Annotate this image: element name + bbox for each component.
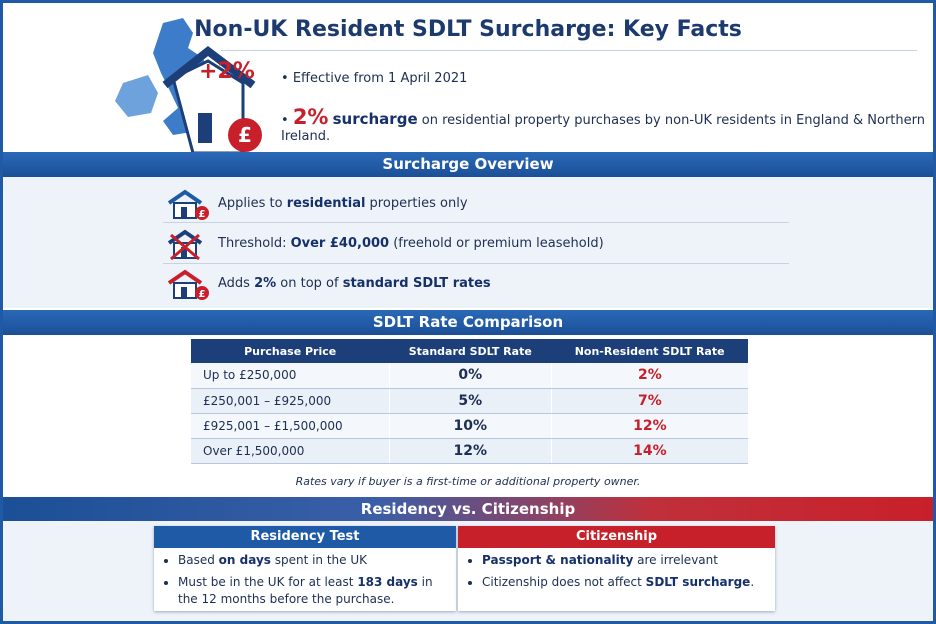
surcharge-bullet: • 2% surcharge on residential property p… (281, 105, 925, 144)
header-row: Purchase Price Standard SDLT Rate Non-Resi… (191, 339, 748, 363)
divider (163, 222, 789, 223)
note: Rates vary if buyer is a first-time or a… (295, 475, 641, 488)
table-row: Over £1,500,000 12% 14% (191, 438, 748, 464)
table-row: Up to £250,000 0% 2% (191, 363, 748, 389)
divider (221, 50, 917, 51)
bullet: Passport & nationality are irrelevant (482, 552, 767, 569)
text: spent in the UK (270, 553, 368, 567)
text: (freehold or premium leasehold) (389, 236, 604, 251)
table-cell: 2% (551, 363, 748, 389)
divider (163, 263, 789, 264)
bullet: Based on days spent in the UK (178, 552, 448, 569)
text: on top of (276, 276, 343, 291)
text: Based (178, 553, 219, 567)
text: Effective from 1 April 2021 (292, 71, 468, 86)
table-cell: Over £1,500,000 (191, 438, 390, 464)
bold-text: standard SDLT rates (342, 276, 491, 291)
bold-text: Over £40,000 (290, 236, 390, 251)
text: on residential property purchases by non… (281, 113, 925, 144)
table-cell: 5% (388, 388, 552, 414)
bold-text: 183 days (357, 575, 418, 589)
box-title: Residency Test (154, 526, 456, 548)
table-cell: 12% (551, 413, 748, 439)
text: Adds (218, 276, 255, 291)
bold-text: on days (218, 553, 271, 567)
bullet: Citizenship does not affect SDLT surchar… (482, 574, 767, 591)
table-cell: 10% (388, 413, 552, 439)
house-icon: £ (167, 189, 209, 220)
bullets: Based on days spent in the UK Must be in … (154, 552, 456, 608)
column-header: Standard SDLT Rate (389, 339, 552, 363)
svg-text:£: £ (238, 123, 252, 147)
table-cell: £250,001 – £925,000 (191, 388, 390, 414)
table-cell: 0% (388, 363, 552, 389)
text: Citizenship does not affect (482, 575, 646, 589)
table-row: £925,001 – £1,500,000 10% 12% (191, 413, 748, 439)
house-icon (167, 229, 203, 261)
svg-text:£: £ (199, 289, 206, 300)
effective-bullet: • Effective from 1 April 2021 (281, 71, 468, 86)
overview-item: Threshold: Over £40,000 (freehold or pre… (218, 236, 604, 251)
text: properties only (365, 196, 468, 211)
overview-item: Adds 2% on top of standard SDLT rates (218, 276, 491, 291)
bold-text: 2% (254, 276, 277, 291)
table-cell: £925,001 – £1,500,000 (191, 413, 390, 439)
section-bar: SDLT Rate Comparison (3, 310, 933, 335)
rate-table: Purchase Price Standard SDLT Rate Non-Resi… (191, 339, 748, 464)
text: Must be in the UK for at least (178, 575, 358, 589)
section-bar: Residency vs. Citizenship (3, 497, 933, 522)
table-row: £250,001 – £925,000 5% 7% (191, 388, 748, 414)
column-header: Purchase Price (191, 339, 390, 363)
house-icon: £ (167, 269, 209, 300)
section-bar: Surcharge Overview (3, 152, 933, 177)
bold-text: SDLT surcharge (645, 575, 751, 589)
text: Threshold: (218, 236, 291, 251)
keyword: surcharge (332, 110, 418, 128)
text: are irrelevant (633, 553, 718, 567)
column-header: Non-Resident SDLT Rate (551, 339, 748, 363)
bold-text: residential (286, 196, 366, 211)
table-cell: Up to £250,000 (191, 363, 390, 389)
overview-panel (3, 177, 933, 308)
table-cell: 12% (388, 438, 552, 464)
bold-text: Passport & nationality (482, 553, 634, 567)
citizenship-box: Citizenship Passport & nationality are i… (458, 526, 775, 611)
title: Non-UK Resident SDLT Surcharge: Key Fact… (194, 17, 742, 42)
table-cell: 14% (551, 438, 748, 464)
text: Applies to (218, 196, 287, 211)
text: in the 12 months before the purchase. (178, 575, 433, 606)
text: . (750, 575, 755, 589)
svg-text:£: £ (199, 209, 206, 220)
box-title: Citizenship (458, 526, 775, 548)
badge: +2% (199, 59, 255, 84)
table-cell: 7% (551, 388, 748, 414)
residency-box: Residency Test Based on days spent in th… (154, 526, 456, 611)
overview-item: Applies to residential properties only (218, 196, 468, 211)
bullets: Passport & nationality are irrelevant Cit… (458, 552, 775, 591)
bullet: Must be in the UK for at least 183 days … (178, 574, 448, 608)
rate: 2% (292, 105, 329, 129)
